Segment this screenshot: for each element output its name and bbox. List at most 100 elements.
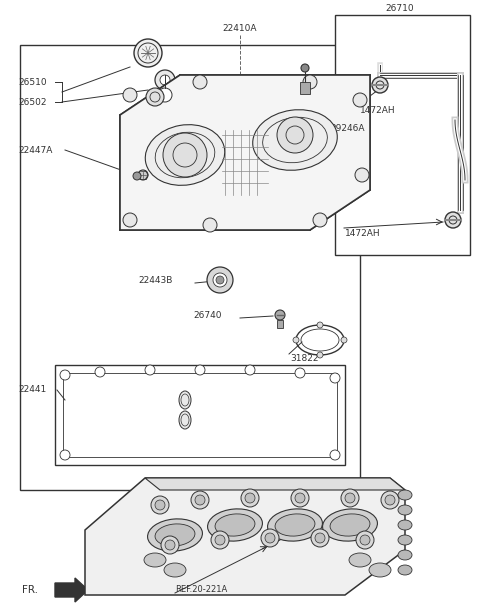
Circle shape: [138, 170, 148, 180]
Circle shape: [372, 77, 388, 93]
Ellipse shape: [323, 509, 377, 541]
Circle shape: [215, 535, 225, 545]
Circle shape: [330, 450, 340, 460]
Circle shape: [381, 491, 399, 509]
Ellipse shape: [398, 565, 412, 575]
Circle shape: [155, 500, 165, 510]
Ellipse shape: [179, 391, 191, 409]
Text: 22441: 22441: [18, 386, 46, 394]
Ellipse shape: [145, 125, 225, 185]
Circle shape: [353, 93, 367, 107]
Circle shape: [303, 75, 317, 89]
Circle shape: [291, 489, 309, 507]
Circle shape: [317, 352, 323, 358]
Text: 22443B: 22443B: [138, 276, 172, 285]
Circle shape: [355, 168, 369, 182]
Text: 29246A: 29246A: [330, 124, 364, 132]
Ellipse shape: [275, 514, 315, 536]
Ellipse shape: [252, 109, 337, 170]
Text: REF.20-221A: REF.20-221A: [175, 585, 227, 595]
Circle shape: [145, 365, 155, 375]
Polygon shape: [85, 478, 405, 595]
Circle shape: [330, 373, 340, 383]
Circle shape: [123, 213, 137, 227]
Circle shape: [163, 133, 207, 177]
Circle shape: [207, 267, 233, 293]
Circle shape: [313, 213, 327, 227]
Circle shape: [133, 172, 141, 180]
Ellipse shape: [398, 550, 412, 560]
Text: 26740: 26740: [193, 311, 221, 320]
Circle shape: [317, 322, 323, 328]
Ellipse shape: [267, 509, 323, 541]
Circle shape: [245, 493, 255, 503]
Circle shape: [193, 75, 207, 89]
Ellipse shape: [398, 505, 412, 515]
Ellipse shape: [144, 553, 166, 567]
Circle shape: [158, 88, 172, 102]
Circle shape: [213, 273, 227, 287]
Circle shape: [95, 367, 105, 377]
Circle shape: [60, 370, 70, 380]
Ellipse shape: [179, 411, 191, 429]
Circle shape: [165, 540, 175, 550]
Polygon shape: [145, 478, 405, 490]
Circle shape: [360, 535, 370, 545]
Ellipse shape: [215, 514, 255, 536]
Ellipse shape: [398, 535, 412, 545]
Circle shape: [301, 64, 309, 72]
Circle shape: [311, 529, 329, 547]
Circle shape: [295, 368, 305, 378]
Text: 22410A: 22410A: [223, 23, 257, 33]
Circle shape: [203, 218, 217, 232]
Circle shape: [146, 88, 164, 106]
Circle shape: [211, 531, 229, 549]
Ellipse shape: [207, 509, 263, 541]
Text: 26502: 26502: [18, 98, 47, 106]
Circle shape: [315, 533, 325, 543]
Bar: [300, 82, 310, 94]
Polygon shape: [120, 75, 370, 230]
Bar: [277, 320, 283, 328]
Circle shape: [293, 337, 299, 343]
Text: 1472AH: 1472AH: [360, 106, 396, 114]
Text: 26510: 26510: [18, 77, 47, 87]
Text: FR.: FR.: [22, 585, 38, 595]
Text: 31822: 31822: [290, 354, 319, 362]
Circle shape: [241, 489, 259, 507]
Circle shape: [216, 276, 224, 284]
Circle shape: [60, 450, 70, 460]
Ellipse shape: [369, 563, 391, 577]
Text: 26710: 26710: [386, 4, 414, 12]
Circle shape: [160, 75, 170, 85]
Bar: [20, 45, 360, 490]
Ellipse shape: [349, 553, 371, 567]
Circle shape: [134, 39, 162, 67]
Circle shape: [345, 493, 355, 503]
Bar: [335, 15, 470, 255]
Ellipse shape: [398, 520, 412, 530]
Circle shape: [155, 70, 175, 90]
Circle shape: [195, 365, 205, 375]
Text: 1472AH: 1472AH: [345, 229, 381, 237]
Circle shape: [245, 365, 255, 375]
Circle shape: [341, 337, 347, 343]
Circle shape: [265, 533, 275, 543]
Ellipse shape: [398, 490, 412, 500]
Circle shape: [445, 212, 461, 228]
Circle shape: [123, 88, 137, 102]
Text: 22447A: 22447A: [18, 146, 52, 154]
Ellipse shape: [330, 514, 370, 536]
Circle shape: [191, 491, 209, 509]
Circle shape: [385, 495, 395, 505]
Circle shape: [356, 531, 374, 549]
Circle shape: [261, 529, 279, 547]
Circle shape: [195, 495, 205, 505]
Polygon shape: [55, 578, 88, 602]
Circle shape: [277, 117, 313, 153]
Circle shape: [161, 536, 179, 554]
Circle shape: [295, 493, 305, 503]
Circle shape: [275, 310, 285, 320]
Ellipse shape: [147, 519, 203, 551]
Circle shape: [151, 496, 169, 514]
